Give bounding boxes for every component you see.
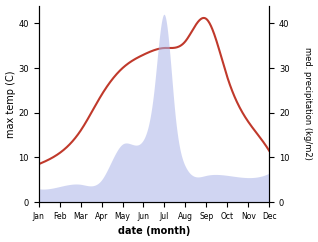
Y-axis label: max temp (C): max temp (C) <box>5 70 16 138</box>
Y-axis label: med. precipitation (kg/m2): med. precipitation (kg/m2) <box>303 47 313 160</box>
X-axis label: date (month): date (month) <box>118 227 190 236</box>
